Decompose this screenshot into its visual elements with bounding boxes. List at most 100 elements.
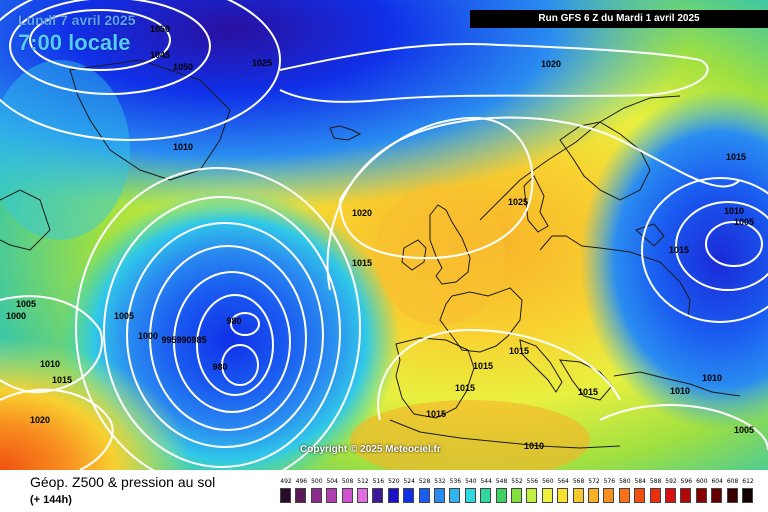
legend-swatch xyxy=(618,488,630,503)
legend-swatch xyxy=(418,488,430,503)
forecast-date: Lundi 7 avril 2025 xyxy=(18,12,136,28)
legend-swatch xyxy=(557,488,569,503)
isobar-label: 1015 xyxy=(52,375,72,385)
legend-tick-label: 564 xyxy=(557,478,569,485)
legend-tick-label: 520 xyxy=(388,478,400,485)
legend-swatch xyxy=(480,488,492,503)
legend-swatch xyxy=(341,488,353,503)
legend-tick-label: 496 xyxy=(295,478,308,485)
legend-tick-label: 608 xyxy=(726,478,739,485)
legend-swatch xyxy=(711,488,723,503)
isobars xyxy=(0,0,768,470)
isobar-label: 1010 xyxy=(40,359,60,369)
legend-swatch xyxy=(464,488,476,503)
legend-swatch xyxy=(310,488,322,503)
isobar-label: 1015 xyxy=(426,409,446,419)
isobar-label: 980 xyxy=(226,316,241,326)
legend-tick-label: 588 xyxy=(649,478,662,485)
isobar-label: 1015 xyxy=(578,387,598,397)
legend-swatch xyxy=(357,488,368,503)
isobar-label: 1020 xyxy=(30,415,50,425)
legend-tick-label: 532 xyxy=(434,478,446,485)
legend-tick-label: 492 xyxy=(280,478,292,485)
legend-tick-label: 504 xyxy=(326,478,338,485)
legend-tick-label: 560 xyxy=(542,478,554,485)
legend-tick-label: 544 xyxy=(480,478,492,485)
isobar-label: 1015 xyxy=(455,383,475,393)
legend-swatch xyxy=(695,488,707,503)
legend-tick-label: 596 xyxy=(680,478,693,485)
copyright-notice: Copyright © 2025 Meteociel.fr xyxy=(300,444,441,455)
legend-tick-label: 540 xyxy=(465,478,477,485)
isobar-label: 1005 xyxy=(734,425,754,435)
legend-tick-label: 572 xyxy=(588,478,600,485)
isobar-label: 1005 xyxy=(114,311,134,321)
legend-swatch xyxy=(280,488,291,503)
isobar-label: 1000 xyxy=(6,311,26,321)
legend-tick-label: 548 xyxy=(495,478,508,485)
legend-swatch xyxy=(680,488,692,503)
legend-swatch xyxy=(634,488,646,503)
isobar-label: 1050 xyxy=(150,24,170,34)
legend-swatch xyxy=(649,488,661,503)
legend-subtitle: (+ 144h) xyxy=(30,494,72,506)
legend-tick-label: 528 xyxy=(418,478,431,485)
legend-swatch xyxy=(665,488,676,503)
legend-swatch xyxy=(742,488,753,503)
legend-tick-label: 584 xyxy=(634,478,646,485)
legend-tick-label: 516 xyxy=(372,478,385,485)
isobar-label: 1010 xyxy=(670,386,690,396)
legend-swatch xyxy=(726,488,738,503)
isobar-label: 1020 xyxy=(352,208,372,218)
weather-map: 1050 1045 1050 1025 1020 1010 1015 1025 1020 1010… xyxy=(0,0,768,470)
isobar-label: 1015 xyxy=(473,361,493,371)
isobar-label: 1005 xyxy=(734,217,754,227)
legend-swatch xyxy=(588,488,599,503)
legend-tick-label: 556 xyxy=(526,478,539,485)
isobar-label: 1025 xyxy=(252,58,272,68)
legend-tick-label: 576 xyxy=(603,478,616,485)
isobar-label: 995990985 xyxy=(161,335,206,345)
legend-swatch xyxy=(326,488,338,503)
legend-swatch xyxy=(526,488,538,503)
legend-swatch xyxy=(603,488,615,503)
isobar-label: 1015 xyxy=(669,245,689,255)
isobar-label: 1010 xyxy=(524,441,544,451)
legend-swatch xyxy=(403,488,415,503)
isobar-label: 1010 xyxy=(702,373,722,383)
legend-tick-label: 612 xyxy=(742,478,754,485)
isobar-label: 1005 xyxy=(16,299,36,309)
legend-swatch xyxy=(541,488,553,503)
isobar-label: 1015 xyxy=(352,258,372,268)
isobar-label: 1025 xyxy=(508,197,528,207)
isobar-label: 1020 xyxy=(541,59,561,69)
legend-tick-label: 568 xyxy=(572,478,585,485)
legend-swatch xyxy=(295,488,307,503)
legend-swatch xyxy=(372,488,384,503)
isobar-label: 1010 xyxy=(173,142,193,152)
legend-swatch xyxy=(572,488,584,503)
legend-tick-label: 592 xyxy=(665,478,677,485)
legend-swatch xyxy=(387,488,399,503)
isobar-label: 1015 xyxy=(509,346,529,356)
legend-tick-label: 512 xyxy=(357,478,369,485)
isobar-label: 980 xyxy=(212,362,227,372)
legend-tick-label: 508 xyxy=(341,478,354,485)
run-banner: Run GFS 6 Z du Mardi 1 avril 2025 xyxy=(470,10,768,28)
legend-swatch xyxy=(495,488,507,503)
legend-tick-label: 524 xyxy=(403,478,415,485)
legend-tick-label: 580 xyxy=(619,478,631,485)
legend-tick-label: 552 xyxy=(511,478,523,485)
forecast-time: 7:00 locale xyxy=(18,30,131,55)
isobar-label: 1000 xyxy=(138,331,158,341)
legend-tick-label: 600 xyxy=(696,478,708,485)
legend-swatch xyxy=(434,488,445,503)
legend-title: Géop. Z500 & pression au sol xyxy=(30,474,216,490)
isobar-label: 1015 xyxy=(726,152,746,162)
isobar-label: 1050 xyxy=(173,62,193,72)
legend-tick-label: 604 xyxy=(711,478,723,485)
coastlines xyxy=(0,59,741,449)
legend-tick-label: 536 xyxy=(449,478,462,485)
